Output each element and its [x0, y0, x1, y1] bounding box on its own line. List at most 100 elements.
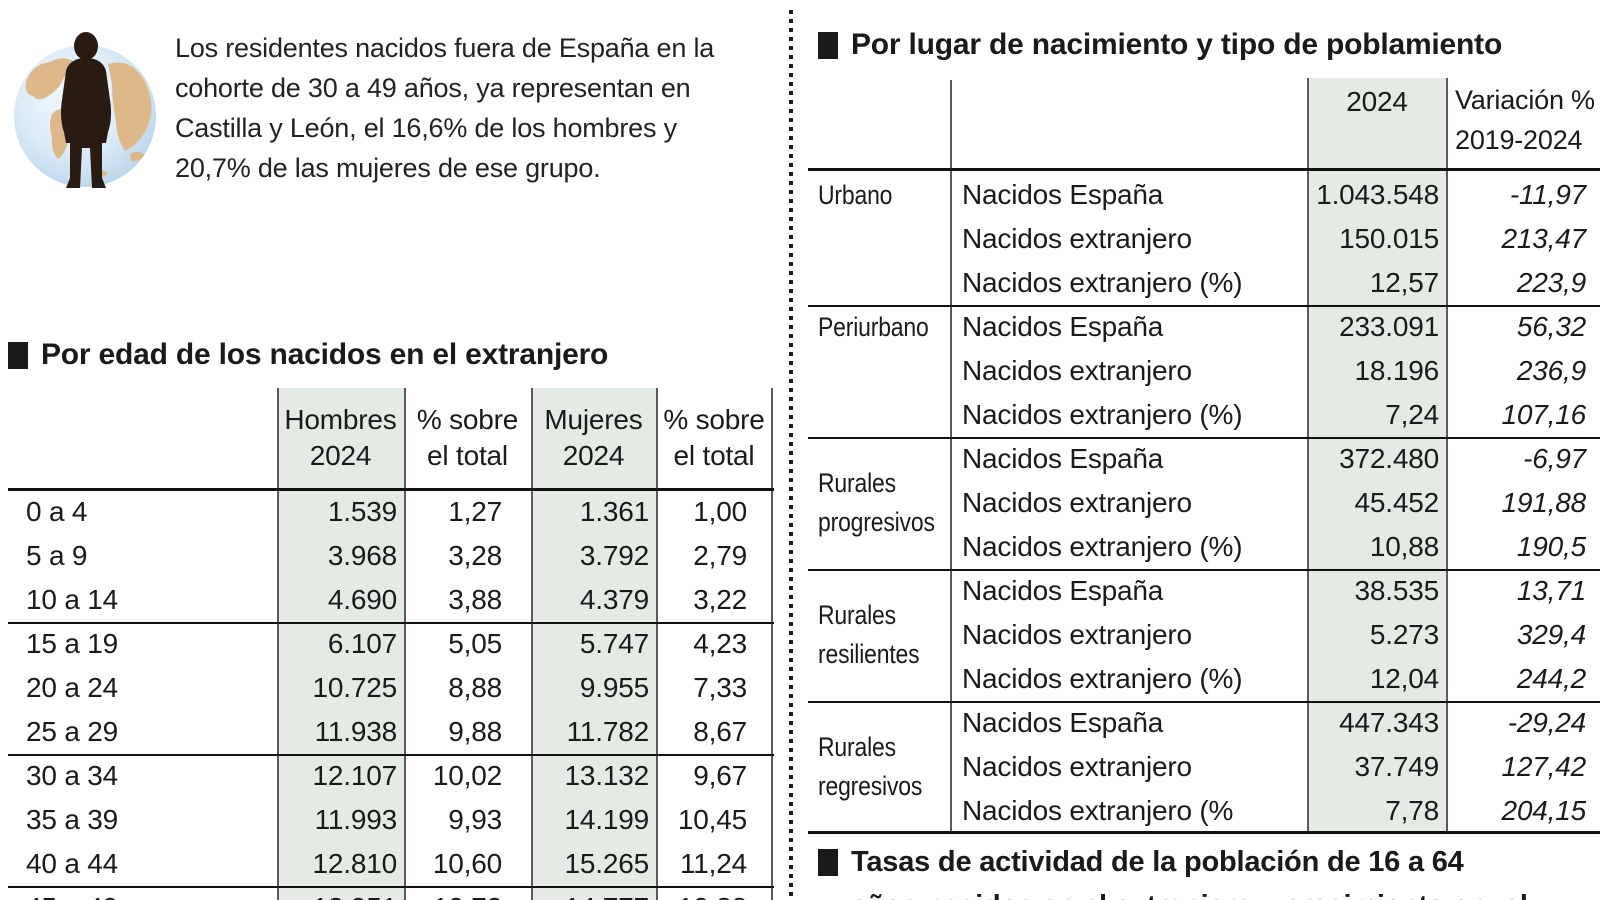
hombres-value: 12.951 — [277, 892, 405, 900]
variation-value: 204,15 — [1501, 795, 1587, 826]
table-row: 20 a 24 10.725 8,88 9.955 7,33 — [10, 666, 773, 710]
column-divider-line — [1307, 78, 1309, 833]
table-row: Nacidos extranjero (%) 10,88 190,5 — [950, 525, 1600, 569]
header-line: el total — [427, 440, 508, 471]
hombres-value: 1.539 — [327, 496, 397, 527]
group-label-periurbano: Periurbano — [818, 311, 929, 342]
table-row: 5 a 9 3.968 3,28 3.792 2,79 — [10, 534, 773, 578]
group-rule — [8, 622, 774, 624]
variation-value: 329,4 — [1516, 619, 1586, 650]
birthplace-label: Nacidos extranjero — [962, 355, 1192, 386]
age-label: 35 a 39 — [26, 804, 119, 835]
table-row: Nacidos extranjero 150.015 213,47 — [950, 217, 1600, 261]
pct-hombres-value: 10,02 — [432, 760, 502, 791]
mujeres-column-shade — [532, 388, 656, 900]
variation-value: -29,24 — [1507, 707, 1586, 738]
pct-mujeres-value: 2,79 — [693, 540, 747, 571]
table-row: Nacidos España 233.091 56,32 — [950, 305, 1600, 349]
group-rule — [808, 569, 1600, 571]
value-2024: 5.273 — [1369, 619, 1439, 650]
intro-line: Los residentes nacidos fuera de España e… — [175, 33, 715, 63]
column-divider-line — [277, 388, 279, 900]
group-rule — [808, 305, 1600, 307]
age-col-header-pct2: % sobre el total — [656, 396, 772, 486]
hombres-value: 3.968 — [327, 540, 397, 571]
header-line: % sobre — [663, 404, 765, 435]
value-2024: 233.091 — [1339, 311, 1439, 342]
globe-person-svg — [14, 32, 156, 188]
birthplace-label: Nacidos extranjero (%) — [962, 399, 1243, 430]
header-line: Mujeres — [544, 404, 643, 435]
hombres-value: 11.993 — [314, 804, 398, 835]
table-row: 35 a 39 11.993 9,93 14.199 10,45 — [10, 798, 773, 842]
group-rule — [808, 701, 1600, 703]
group-label-rurales-resilientes: Rurales resilientes — [818, 600, 920, 669]
column-divider-line — [950, 80, 952, 833]
group-rule — [8, 886, 774, 888]
mujeres-value: 14.199 — [564, 804, 650, 835]
pct-hombres-value: 10,60 — [432, 848, 502, 879]
birthplace-label: Nacidos extranjero — [962, 751, 1192, 782]
value-2024: 150.015 — [1339, 223, 1439, 254]
table-row: Nacidos extranjero 45.452 191,88 — [950, 481, 1600, 525]
value-2024: 45.452 — [1354, 487, 1440, 518]
value-2024: 7,78 — [1385, 795, 1439, 826]
table-row: Nacidos España 38.535 13,71 — [950, 569, 1600, 613]
header-line: 2019-2024 — [1455, 125, 1583, 155]
table-row: 40 a 44 12.810 10,60 15.265 11,24 — [10, 842, 773, 886]
table-row: 25 a 29 11.938 9,88 11.782 8,67 — [10, 710, 773, 754]
pct-hombres-value: 9,88 — [448, 716, 502, 747]
pct-hombres-value: 8,88 — [448, 672, 502, 703]
table-row: 0 a 4 1.539 1,27 1.361 1,00 — [10, 490, 773, 534]
hombres-column-shade — [278, 388, 404, 900]
column-divider-line — [656, 388, 658, 900]
settlement-table-title: Por lugar de nacimiento y tipo de poblam… — [818, 28, 1502, 62]
mujeres-value: 11.782 — [566, 716, 650, 747]
value-2024: 12,57 — [1369, 267, 1439, 298]
variation-value: 213,47 — [1501, 223, 1587, 254]
column-divider-line — [1446, 78, 1448, 833]
column-divider-line — [771, 388, 773, 900]
age-label: 20 a 24 — [26, 672, 119, 703]
pct-hombres-value: 1,27 — [448, 496, 502, 527]
mujeres-value: 4.379 — [579, 584, 649, 615]
value-2024: 12,04 — [1369, 663, 1439, 694]
age-table-title-text: Por edad de los nacidos en el extranjero — [41, 338, 609, 371]
age-label: 0 a 4 — [26, 496, 88, 527]
column-divider-line — [404, 388, 406, 900]
table-row: 30 a 34 12.107 10,02 13.132 9,67 — [10, 754, 773, 798]
table-row: Nacidos extranjero 5.273 329,4 — [950, 613, 1600, 657]
pct-hombres-value: 9,93 — [448, 804, 502, 835]
group-label-rurales-progresivos: Rurales progresivos — [818, 468, 935, 537]
birthplace-label: Nacidos extranjero (% — [962, 795, 1234, 826]
pct-mujeres-value: 1,00 — [693, 496, 747, 527]
variation-value: 236,9 — [1516, 355, 1586, 386]
pct-hombres-value: 10,72 — [405, 892, 532, 900]
activity-heading-line2-clipped: años nacidos en el extranjero y crecimie… — [851, 890, 1528, 900]
variation-value: 13,71 — [1516, 575, 1586, 606]
birthplace-label: Nacidos España — [962, 443, 1164, 474]
activity-heading-line1: Tasas de actividad de la población de 16… — [851, 846, 1464, 878]
globe-person-icon — [12, 22, 162, 199]
variation-value: 191,88 — [1501, 487, 1587, 518]
hombres-value: 6.107 — [327, 628, 397, 659]
intro-line: Castilla y León, el 16,6% de los hombres… — [175, 113, 677, 143]
intro-line: 20,7% de las mujeres de ese grupo. — [175, 153, 601, 183]
hombres-value: 4.690 — [327, 584, 397, 615]
age-label: 30 a 34 — [26, 760, 119, 791]
table-row: Nacidos extranjero (%) 7,24 107,16 — [950, 393, 1600, 437]
value-2024: 1.043.548 — [1316, 179, 1439, 210]
age-col-header-pct1: % sobre el total — [404, 396, 531, 486]
section-bullet — [818, 849, 838, 876]
variation-value: 56,32 — [1516, 311, 1586, 342]
table-row-clipped: 45 a 49 12.951 10,72 14.777 10,88 — [10, 886, 773, 900]
mujeres-value: 13.132 — [564, 760, 650, 791]
header-line: Variación % — [1455, 85, 1595, 115]
age-label: 45 a 49 — [10, 892, 277, 900]
table-row: Nacidos España 1.043.548 -11,97 — [950, 173, 1600, 217]
mujeres-value: 14.777 — [532, 892, 657, 900]
variation-value: -6,97 — [1523, 443, 1586, 474]
mujeres-value: 1.361 — [579, 496, 649, 527]
column-divider-line — [531, 388, 533, 900]
